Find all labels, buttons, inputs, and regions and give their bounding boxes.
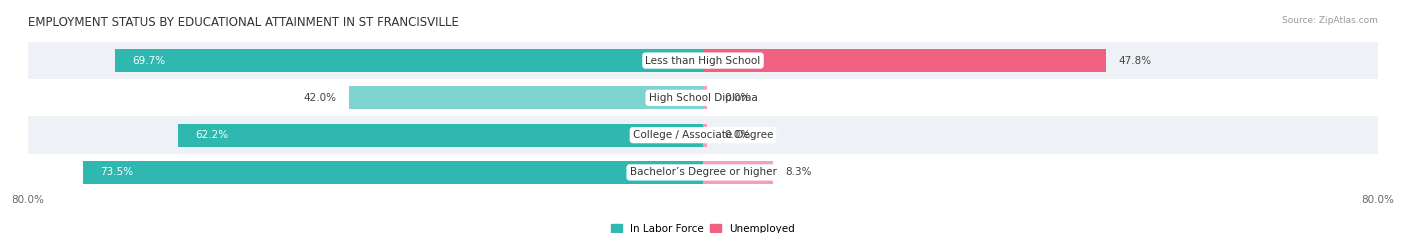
Bar [83, 161, 703, 184]
Bar [703, 123, 707, 147]
Bar [349, 86, 703, 110]
Bar [115, 49, 703, 72]
Bar [28, 79, 1378, 116]
Text: High School Diploma: High School Diploma [648, 93, 758, 103]
Bar [28, 116, 1378, 154]
Text: 69.7%: 69.7% [132, 56, 165, 65]
Bar [703, 86, 707, 110]
Bar [28, 42, 1378, 79]
Legend: In Labor Force, Unemployed: In Labor Force, Unemployed [607, 220, 799, 233]
Text: 0.0%: 0.0% [724, 130, 751, 140]
Text: 73.5%: 73.5% [100, 168, 134, 177]
Text: 0.0%: 0.0% [724, 93, 751, 103]
Text: 62.2%: 62.2% [195, 130, 228, 140]
Text: 42.0%: 42.0% [304, 93, 336, 103]
Text: EMPLOYMENT STATUS BY EDUCATIONAL ATTAINMENT IN ST FRANCISVILLE: EMPLOYMENT STATUS BY EDUCATIONAL ATTAINM… [28, 16, 458, 29]
Text: 47.8%: 47.8% [1119, 56, 1152, 65]
Text: Bachelor’s Degree or higher: Bachelor’s Degree or higher [630, 168, 776, 177]
Bar [703, 49, 1107, 72]
Bar [179, 123, 703, 147]
Bar [703, 161, 773, 184]
Text: Less than High School: Less than High School [645, 56, 761, 65]
Text: 8.3%: 8.3% [786, 168, 813, 177]
Text: Source: ZipAtlas.com: Source: ZipAtlas.com [1282, 16, 1378, 25]
Bar [28, 154, 1378, 191]
Text: College / Associate Degree: College / Associate Degree [633, 130, 773, 140]
